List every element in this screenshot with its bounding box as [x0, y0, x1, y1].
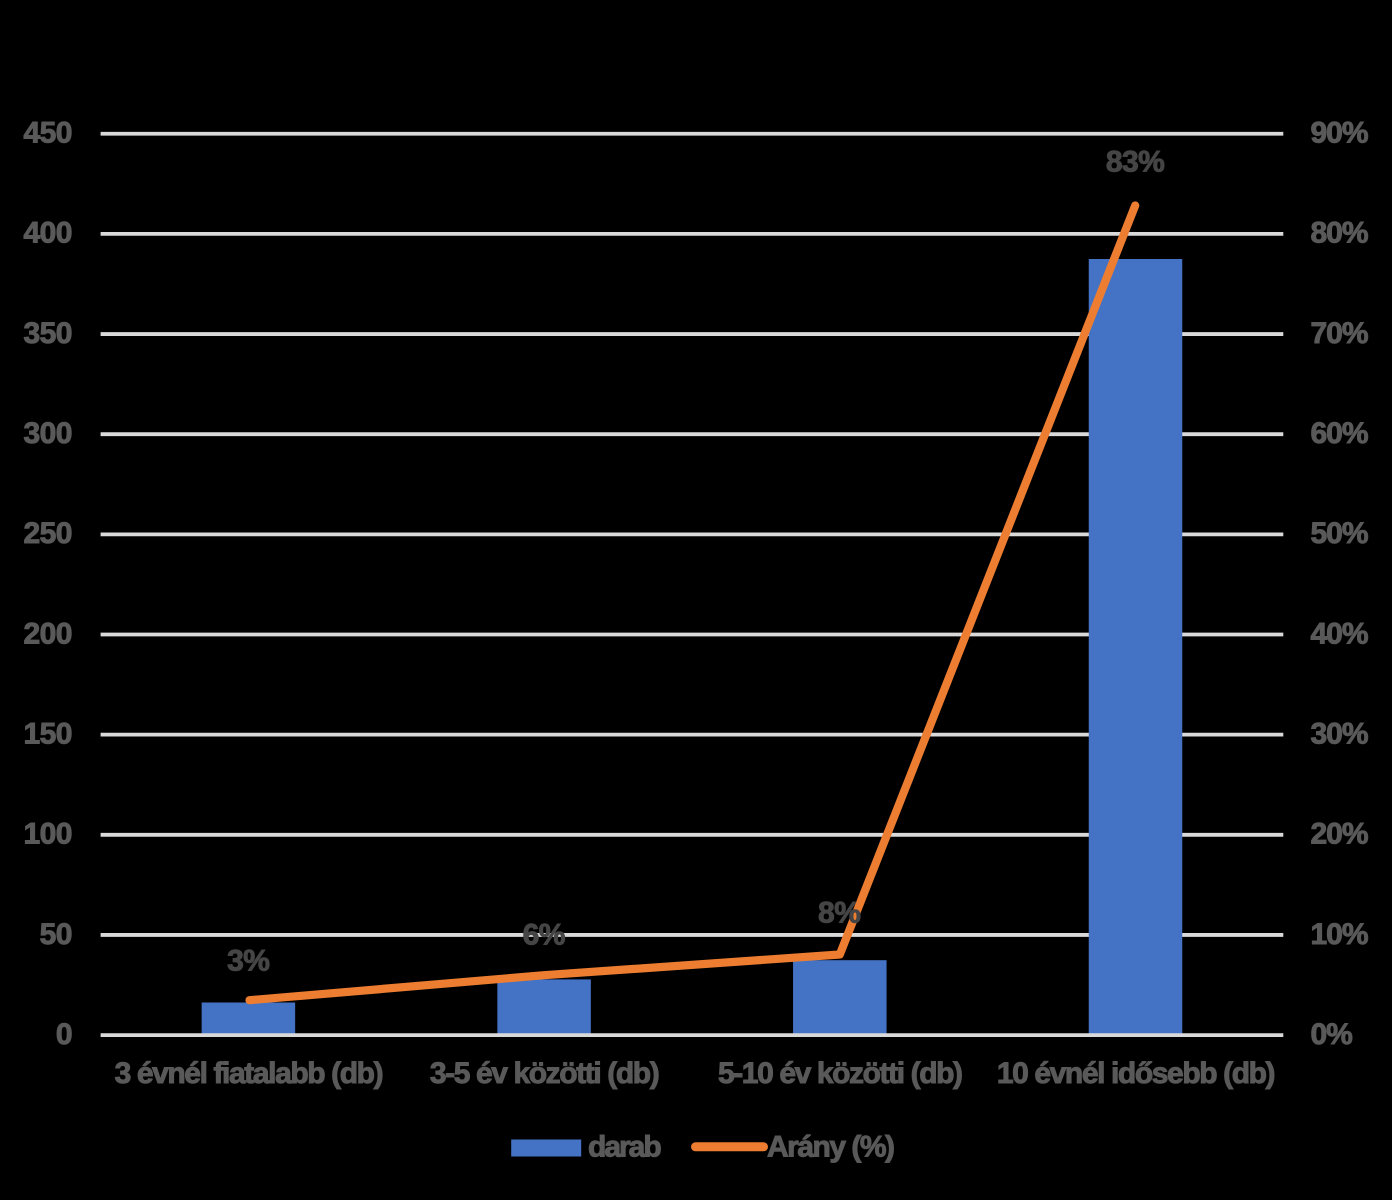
- svg-text:10 évnél idősebb (db): 10 évnél idősebb (db): [997, 1057, 1275, 1090]
- svg-text:350: 350: [23, 317, 72, 350]
- svg-text:30%: 30%: [1311, 717, 1368, 750]
- svg-text:250: 250: [23, 517, 72, 550]
- svg-text:70%: 70%: [1311, 317, 1368, 350]
- svg-text:100: 100: [23, 818, 72, 851]
- svg-text:6%: 6%: [523, 918, 565, 951]
- svg-text:darab: darab: [588, 1131, 661, 1164]
- svg-text:5-10 év közötti (db): 5-10 év közötti (db): [718, 1057, 962, 1090]
- svg-text:200: 200: [23, 617, 72, 650]
- svg-text:450: 450: [23, 117, 72, 150]
- svg-text:90%: 90%: [1311, 117, 1368, 150]
- svg-text:40%: 40%: [1311, 617, 1368, 650]
- svg-text:60%: 60%: [1311, 417, 1368, 450]
- svg-text:400: 400: [23, 217, 72, 250]
- svg-text:0: 0: [56, 1018, 72, 1051]
- svg-text:20%: 20%: [1311, 818, 1368, 851]
- svg-text:50%: 50%: [1311, 517, 1368, 550]
- svg-text:300: 300: [23, 417, 72, 450]
- svg-text:Arány (%): Arány (%): [767, 1131, 894, 1164]
- svg-text:150: 150: [23, 717, 72, 750]
- svg-text:50: 50: [40, 918, 72, 951]
- svg-text:83%: 83%: [1106, 146, 1165, 179]
- svg-text:3 évnél fiatalabb (db): 3 évnél fiatalabb (db): [115, 1057, 383, 1090]
- svg-text:3-5 év közötti (db): 3-5 év közötti (db): [430, 1057, 659, 1090]
- svg-text:8%: 8%: [818, 896, 860, 929]
- svg-text:0%: 0%: [1311, 1018, 1353, 1051]
- svg-text:80%: 80%: [1311, 217, 1368, 250]
- svg-text:10%: 10%: [1311, 918, 1368, 951]
- svg-text:3%: 3%: [227, 944, 269, 977]
